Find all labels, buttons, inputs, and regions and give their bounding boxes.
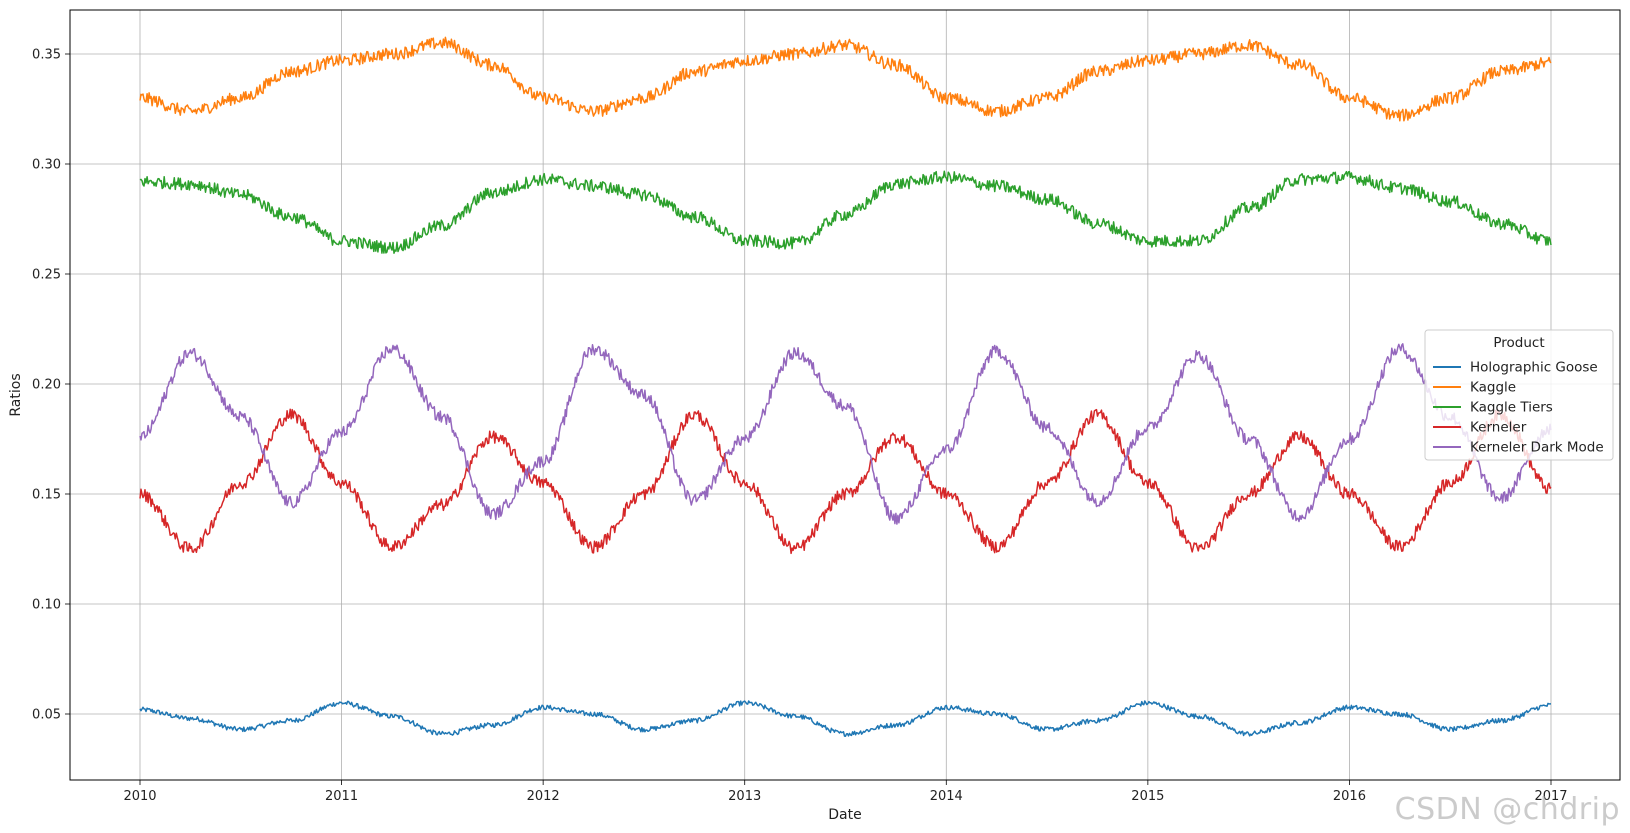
grid [70, 10, 1620, 780]
y-tick-label: 0.10 [32, 598, 61, 613]
legend-label: Kerneler [1470, 420, 1527, 436]
legend-box [1424, 329, 1614, 461]
x-tick-label: 2011 [325, 789, 358, 804]
plot-frame [69, 9, 1621, 781]
y-tick-label: 0.25 [32, 268, 61, 283]
y-tick-label: 0.20 [32, 378, 61, 393]
legend-label: Kerneler Dark Mode [1470, 440, 1604, 456]
x-axis: 2010 2011 2012 2013 2014 2015 2016 2017 [123, 780, 1568, 804]
series-line [139, 343, 1552, 525]
watermark-text: CSDN @chdrip [1394, 792, 1620, 827]
x-tick-label: 2017 [1534, 789, 1567, 804]
x-axis-label: Date [828, 807, 861, 823]
x-tick-label: 2015 [1131, 789, 1164, 804]
series-line [139, 170, 1552, 254]
y-tick-label: 0.35 [32, 48, 61, 63]
x-tick-label: 2013 [728, 789, 761, 804]
y-axis: 0.05 0.10 0.15 0.20 0.25 0.30 0.35 [32, 48, 70, 723]
x-tick-label: 2012 [527, 789, 560, 804]
y-tick-label: 0.15 [32, 488, 61, 503]
legend-label: Holographic Goose [1470, 360, 1598, 376]
series-line [139, 36, 1552, 122]
legend-title: Product [1493, 335, 1544, 351]
x-tick-label: 2010 [123, 789, 156, 804]
series-line [139, 700, 1551, 737]
series-lines [139, 36, 1552, 737]
legend-label: Kaggle [1470, 380, 1516, 396]
legend-label: Kaggle Tiers [1470, 400, 1553, 416]
legend: Product Holographic Goose Kaggle Kaggle Ti… [1424, 329, 1614, 461]
x-tick-label: 2016 [1333, 789, 1366, 804]
y-axis-label: Ratios [8, 373, 24, 416]
y-tick-label: 0.30 [32, 158, 61, 173]
y-tick-label: 0.05 [32, 708, 61, 723]
series-line [139, 408, 1552, 555]
x-tick-label: 2014 [930, 789, 963, 804]
